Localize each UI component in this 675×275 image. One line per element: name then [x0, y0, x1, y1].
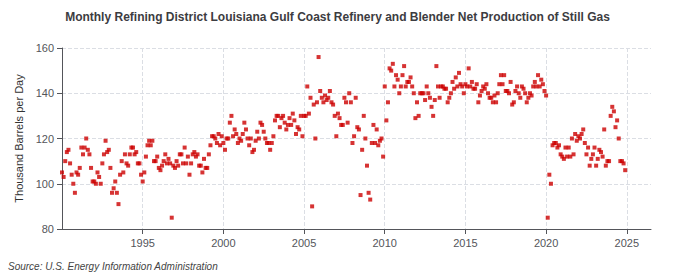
- svg-text:120: 120: [36, 133, 54, 145]
- svg-text:80: 80: [42, 223, 54, 235]
- svg-text:140: 140: [36, 87, 54, 99]
- svg-text:Source: U.S. Energy Informatio: Source: U.S. Energy Information Administ…: [8, 261, 218, 272]
- svg-text:2025: 2025: [615, 237, 639, 249]
- svg-text:160: 160: [36, 42, 54, 54]
- svg-text:Thousand Barrels per Day: Thousand Barrels per Day: [13, 74, 25, 203]
- svg-text:1995: 1995: [130, 237, 154, 249]
- svg-text:2010: 2010: [372, 237, 396, 249]
- svg-text:100: 100: [36, 178, 54, 190]
- svg-text:Monthly Refining District Loui: Monthly Refining District Louisiana Gulf…: [65, 10, 610, 24]
- svg-text:2020: 2020: [534, 237, 558, 249]
- svg-text:2005: 2005: [292, 237, 316, 249]
- svg-text:2015: 2015: [453, 237, 477, 249]
- svg-text:2000: 2000: [211, 237, 235, 249]
